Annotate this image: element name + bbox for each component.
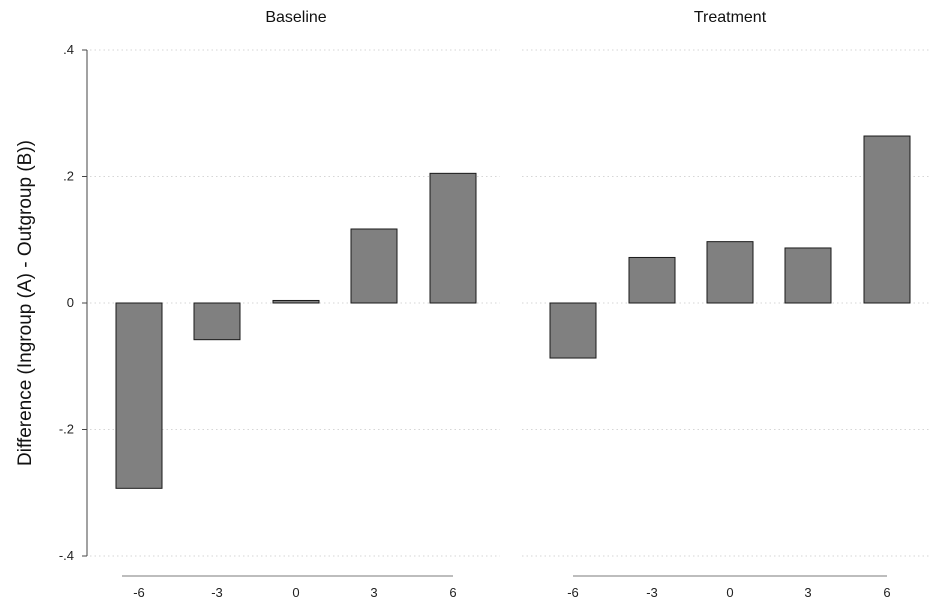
x-tick-label: 0 [292,585,299,600]
y-axis-label: Difference (Ingroup (A) - Outgroup (B)) [15,140,36,466]
bar-treatment--6 [549,302,597,359]
x-tick-label: -3 [211,585,223,600]
y-tick-label: -.4 [59,548,74,563]
y-tick-label: .2 [63,169,74,184]
bars-treatment [549,135,911,359]
bar-treatment-0 [706,241,754,304]
bar-baseline--6 [115,302,163,489]
x-axis-treatment: -6 -3 0 3 6 [567,575,891,600]
bars-baseline [115,172,477,489]
bar-baseline--3 [193,302,241,341]
bar-treatment--3 [628,256,676,304]
y-tick-label: .4 [63,42,74,57]
panel-treatment: Treatment -6 -3 0 3 6 [522,9,930,600]
y-tick-label: -.2 [59,422,74,437]
x-axis-baseline: -6 -3 0 3 6 [122,575,457,600]
x-tick-label: -6 [567,585,579,600]
x-tick-label: 6 [883,585,890,600]
y-tick-label: 0 [67,295,74,310]
panel-title-treatment: Treatment [694,9,767,26]
bar-baseline-0 [272,299,320,304]
x-tick-label: -6 [133,585,145,600]
x-tick-label: -3 [646,585,658,600]
x-tick-label: 3 [804,585,811,600]
bar-treatment-6 [863,135,911,304]
x-tick-label: 3 [370,585,377,600]
panel-title-baseline: Baseline [265,9,326,26]
panel-baseline: Baseline -6 -3 0 3 6 [90,9,500,600]
x-tick-label: 0 [726,585,733,600]
bar-treatment-3 [784,247,832,304]
y-axis: .4 .2 0 -.2 -.4 [59,42,88,563]
bar-baseline-6 [429,172,477,304]
bar-baseline-3 [350,228,398,304]
x-tick-label: 6 [449,585,456,600]
